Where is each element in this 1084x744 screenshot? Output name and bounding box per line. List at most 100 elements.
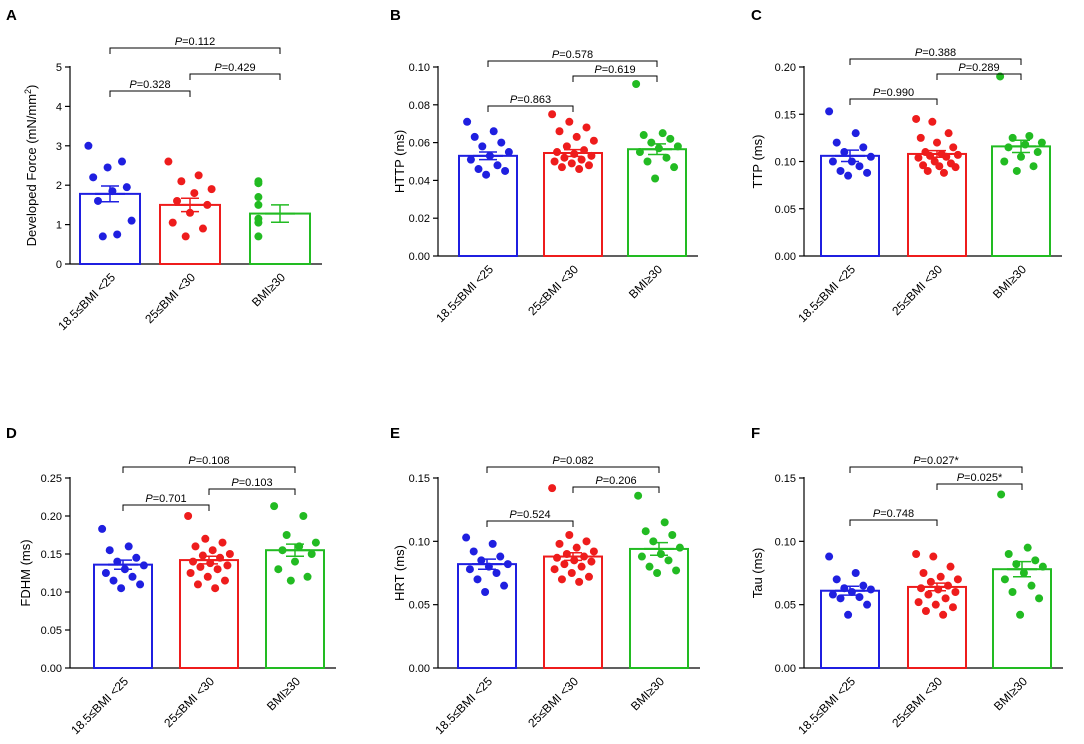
category-label: BMI≥30 bbox=[628, 674, 667, 713]
panel-b: B 0.00 0.02 0.04 0.06 0.08 0.10 HTTP (ms) 18.5≤B… bbox=[390, 7, 698, 325]
y-tick-label: 2 bbox=[56, 180, 62, 192]
data-point bbox=[855, 162, 864, 171]
y-axis-label: Developed Force (mN/mm2) bbox=[23, 85, 39, 247]
data-point bbox=[580, 146, 589, 155]
y-tick-label: 3 bbox=[56, 141, 62, 153]
data-point bbox=[836, 166, 845, 175]
comparison-bracket bbox=[572, 75, 658, 82]
y-tick-label: 0.08 bbox=[409, 100, 430, 112]
data-point bbox=[557, 575, 566, 584]
data-point bbox=[481, 588, 490, 596]
data-point bbox=[926, 151, 935, 160]
data-point bbox=[278, 546, 287, 555]
data-point bbox=[589, 547, 598, 556]
data-point bbox=[946, 562, 955, 571]
data-point bbox=[570, 556, 579, 565]
data-point bbox=[550, 157, 559, 166]
data-point bbox=[555, 127, 564, 136]
data-point bbox=[98, 524, 107, 533]
p-value-label: P=0.429 bbox=[214, 62, 255, 74]
data-point bbox=[825, 107, 834, 116]
data-point bbox=[649, 537, 658, 546]
data-point bbox=[207, 185, 216, 194]
data-point bbox=[919, 161, 928, 170]
y-tick-label: 0.04 bbox=[409, 175, 430, 187]
data-point bbox=[493, 161, 502, 170]
data-point bbox=[951, 588, 960, 596]
data-point bbox=[647, 138, 656, 147]
data-point bbox=[223, 561, 232, 570]
data-point bbox=[286, 576, 295, 585]
p-value-label: P=0.112 bbox=[175, 36, 215, 48]
category-label: 18.5≤BMI <25 bbox=[795, 262, 858, 325]
data-point bbox=[1017, 152, 1025, 161]
data-point bbox=[658, 129, 667, 138]
data-point bbox=[582, 537, 591, 546]
y-tick-label: 0.05 bbox=[41, 625, 62, 637]
data-point bbox=[492, 569, 501, 577]
data-point bbox=[1012, 560, 1021, 569]
data-point bbox=[203, 200, 212, 209]
data-point bbox=[944, 581, 953, 590]
data-point bbox=[113, 230, 122, 239]
category-label: 25≤BMI <30 bbox=[525, 674, 581, 730]
data-point bbox=[136, 580, 145, 589]
panel-letter: C bbox=[751, 7, 762, 24]
data-point bbox=[572, 132, 581, 141]
comparison-bracket bbox=[849, 98, 938, 105]
panel-a: A 0 1 2 3 4 5 Developed Force (mN/mm2) 18.5≤BMI … bbox=[6, 7, 322, 333]
data-point bbox=[912, 114, 921, 123]
data-point bbox=[859, 143, 868, 152]
data-point bbox=[254, 218, 263, 227]
comparison-bracket bbox=[486, 466, 660, 473]
data-point bbox=[641, 527, 650, 536]
data-point bbox=[84, 141, 93, 150]
p-value-label: P=0.289 bbox=[958, 62, 999, 74]
category-label: 18.5≤BMI <25 bbox=[68, 674, 131, 737]
data-point bbox=[1000, 575, 1009, 584]
data-point bbox=[1004, 550, 1013, 558]
data-point bbox=[944, 129, 953, 138]
data-point bbox=[203, 572, 212, 581]
data-point bbox=[832, 138, 841, 147]
data-point bbox=[928, 117, 937, 126]
panel-letter: B bbox=[390, 7, 401, 24]
data-point bbox=[662, 153, 671, 162]
data-point bbox=[1008, 133, 1017, 142]
data-point bbox=[577, 562, 586, 571]
data-point bbox=[582, 123, 591, 132]
data-point bbox=[548, 110, 557, 119]
data-point bbox=[941, 594, 950, 603]
data-point bbox=[912, 550, 921, 558]
data-point bbox=[201, 534, 210, 543]
data-point bbox=[220, 576, 229, 585]
data-point bbox=[948, 603, 957, 612]
y-tick-label: 0.05 bbox=[775, 600, 796, 612]
data-point bbox=[274, 565, 283, 574]
data-point bbox=[194, 171, 203, 180]
data-point bbox=[198, 551, 207, 560]
data-point bbox=[139, 561, 148, 570]
data-point bbox=[953, 150, 962, 159]
comparison-bracket bbox=[572, 486, 660, 493]
data-point bbox=[828, 590, 837, 599]
data-point bbox=[929, 552, 938, 561]
data-point bbox=[1000, 157, 1009, 166]
data-point bbox=[675, 543, 684, 552]
data-point bbox=[208, 546, 217, 555]
p-value-label: P=0.206 bbox=[595, 475, 636, 487]
y-tick-label: 0.10 bbox=[409, 536, 430, 548]
data-point bbox=[560, 153, 569, 162]
data-point bbox=[128, 572, 137, 581]
data-point bbox=[105, 546, 114, 555]
data-point bbox=[89, 173, 98, 182]
data-point bbox=[122, 183, 131, 192]
data-point bbox=[847, 157, 856, 166]
panel-d: D 0.00 0.05 0.10 0.15 0.20 0.25 FDHM (ms) 18.5≤B… bbox=[6, 425, 336, 737]
data-point bbox=[651, 174, 660, 183]
data-point bbox=[470, 132, 479, 141]
data-point bbox=[186, 569, 195, 577]
data-point bbox=[570, 149, 579, 158]
data-point bbox=[500, 581, 509, 590]
data-point bbox=[1008, 588, 1017, 596]
